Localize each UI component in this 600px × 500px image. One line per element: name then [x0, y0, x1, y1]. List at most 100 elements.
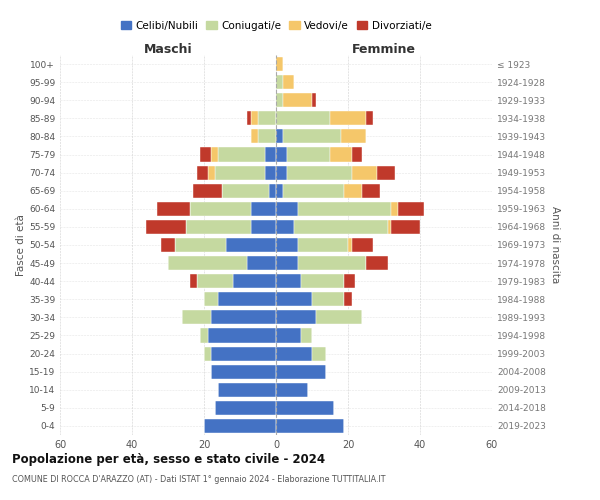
Bar [200, 148, 211, 162]
Bar [352, 148, 362, 162]
Bar [265, 148, 276, 162]
Bar [251, 130, 258, 143]
Bar [298, 238, 348, 252]
Bar [287, 166, 352, 179]
Bar [276, 75, 283, 89]
Bar [218, 292, 276, 306]
Bar [276, 148, 287, 162]
Bar [391, 220, 420, 234]
Bar [215, 166, 265, 179]
Bar [276, 220, 294, 234]
Bar [352, 166, 377, 179]
Bar [247, 256, 276, 270]
Bar [312, 292, 344, 306]
Bar [283, 184, 344, 198]
Bar [377, 166, 395, 179]
Bar [211, 148, 218, 162]
Bar [276, 256, 298, 270]
Bar [211, 346, 276, 360]
Bar [276, 401, 334, 415]
Bar [330, 148, 352, 162]
Bar [251, 112, 258, 126]
Bar [276, 364, 326, 378]
Bar [283, 130, 341, 143]
Bar [348, 238, 352, 252]
Bar [398, 202, 424, 216]
Bar [301, 328, 312, 342]
Y-axis label: Fasce di età: Fasce di età [16, 214, 26, 276]
Bar [344, 274, 355, 288]
Bar [352, 238, 373, 252]
Bar [200, 328, 208, 342]
Bar [265, 166, 276, 179]
Bar [276, 93, 283, 108]
Bar [391, 202, 398, 216]
Bar [276, 202, 298, 216]
Bar [197, 274, 233, 288]
Bar [190, 274, 197, 288]
Bar [269, 184, 276, 198]
Bar [312, 346, 326, 360]
Bar [362, 184, 380, 198]
Bar [258, 130, 276, 143]
Bar [233, 274, 276, 288]
Bar [298, 202, 391, 216]
Bar [222, 184, 269, 198]
Bar [276, 346, 312, 360]
Text: COMUNE DI ROCCA D'ARAZZO (AT) - Dati ISTAT 1° gennaio 2024 - Elaborazione TUTTIT: COMUNE DI ROCCA D'ARAZZO (AT) - Dati IST… [12, 475, 386, 484]
Bar [276, 57, 283, 71]
Bar [211, 364, 276, 378]
Bar [276, 238, 298, 252]
Y-axis label: Anni di nascita: Anni di nascita [550, 206, 560, 284]
Text: Maschi: Maschi [143, 43, 193, 56]
Text: Popolazione per età, sesso e stato civile - 2024: Popolazione per età, sesso e stato civil… [12, 452, 325, 466]
Bar [276, 112, 330, 126]
Legend: Celibi/Nubili, Coniugati/e, Vedovi/e, Divorziati/e: Celibi/Nubili, Coniugati/e, Vedovi/e, Di… [116, 16, 436, 35]
Bar [186, 220, 251, 234]
Bar [168, 256, 247, 270]
Bar [344, 292, 352, 306]
Bar [175, 238, 226, 252]
Bar [312, 93, 316, 108]
Bar [208, 166, 215, 179]
Bar [287, 148, 330, 162]
Bar [204, 419, 276, 433]
Bar [276, 382, 308, 397]
Bar [366, 112, 373, 126]
Bar [283, 93, 312, 108]
Bar [218, 382, 276, 397]
Bar [211, 310, 276, 324]
Bar [190, 202, 251, 216]
Bar [193, 184, 222, 198]
Bar [276, 292, 312, 306]
Bar [330, 112, 366, 126]
Bar [247, 112, 251, 126]
Bar [146, 220, 186, 234]
Bar [204, 346, 211, 360]
Bar [276, 419, 344, 433]
Bar [276, 328, 301, 342]
Bar [226, 238, 276, 252]
Bar [294, 220, 388, 234]
Bar [251, 202, 276, 216]
Bar [276, 184, 283, 198]
Bar [298, 256, 366, 270]
Bar [276, 130, 283, 143]
Bar [197, 166, 208, 179]
Bar [251, 220, 276, 234]
Bar [283, 75, 294, 89]
Bar [215, 401, 276, 415]
Bar [204, 292, 218, 306]
Bar [208, 328, 276, 342]
Bar [316, 310, 362, 324]
Bar [276, 274, 301, 288]
Bar [344, 184, 362, 198]
Bar [276, 310, 316, 324]
Bar [366, 256, 388, 270]
Text: Femmine: Femmine [352, 43, 416, 56]
Bar [388, 220, 391, 234]
Bar [258, 112, 276, 126]
Bar [182, 310, 211, 324]
Bar [276, 166, 287, 179]
Bar [341, 130, 366, 143]
